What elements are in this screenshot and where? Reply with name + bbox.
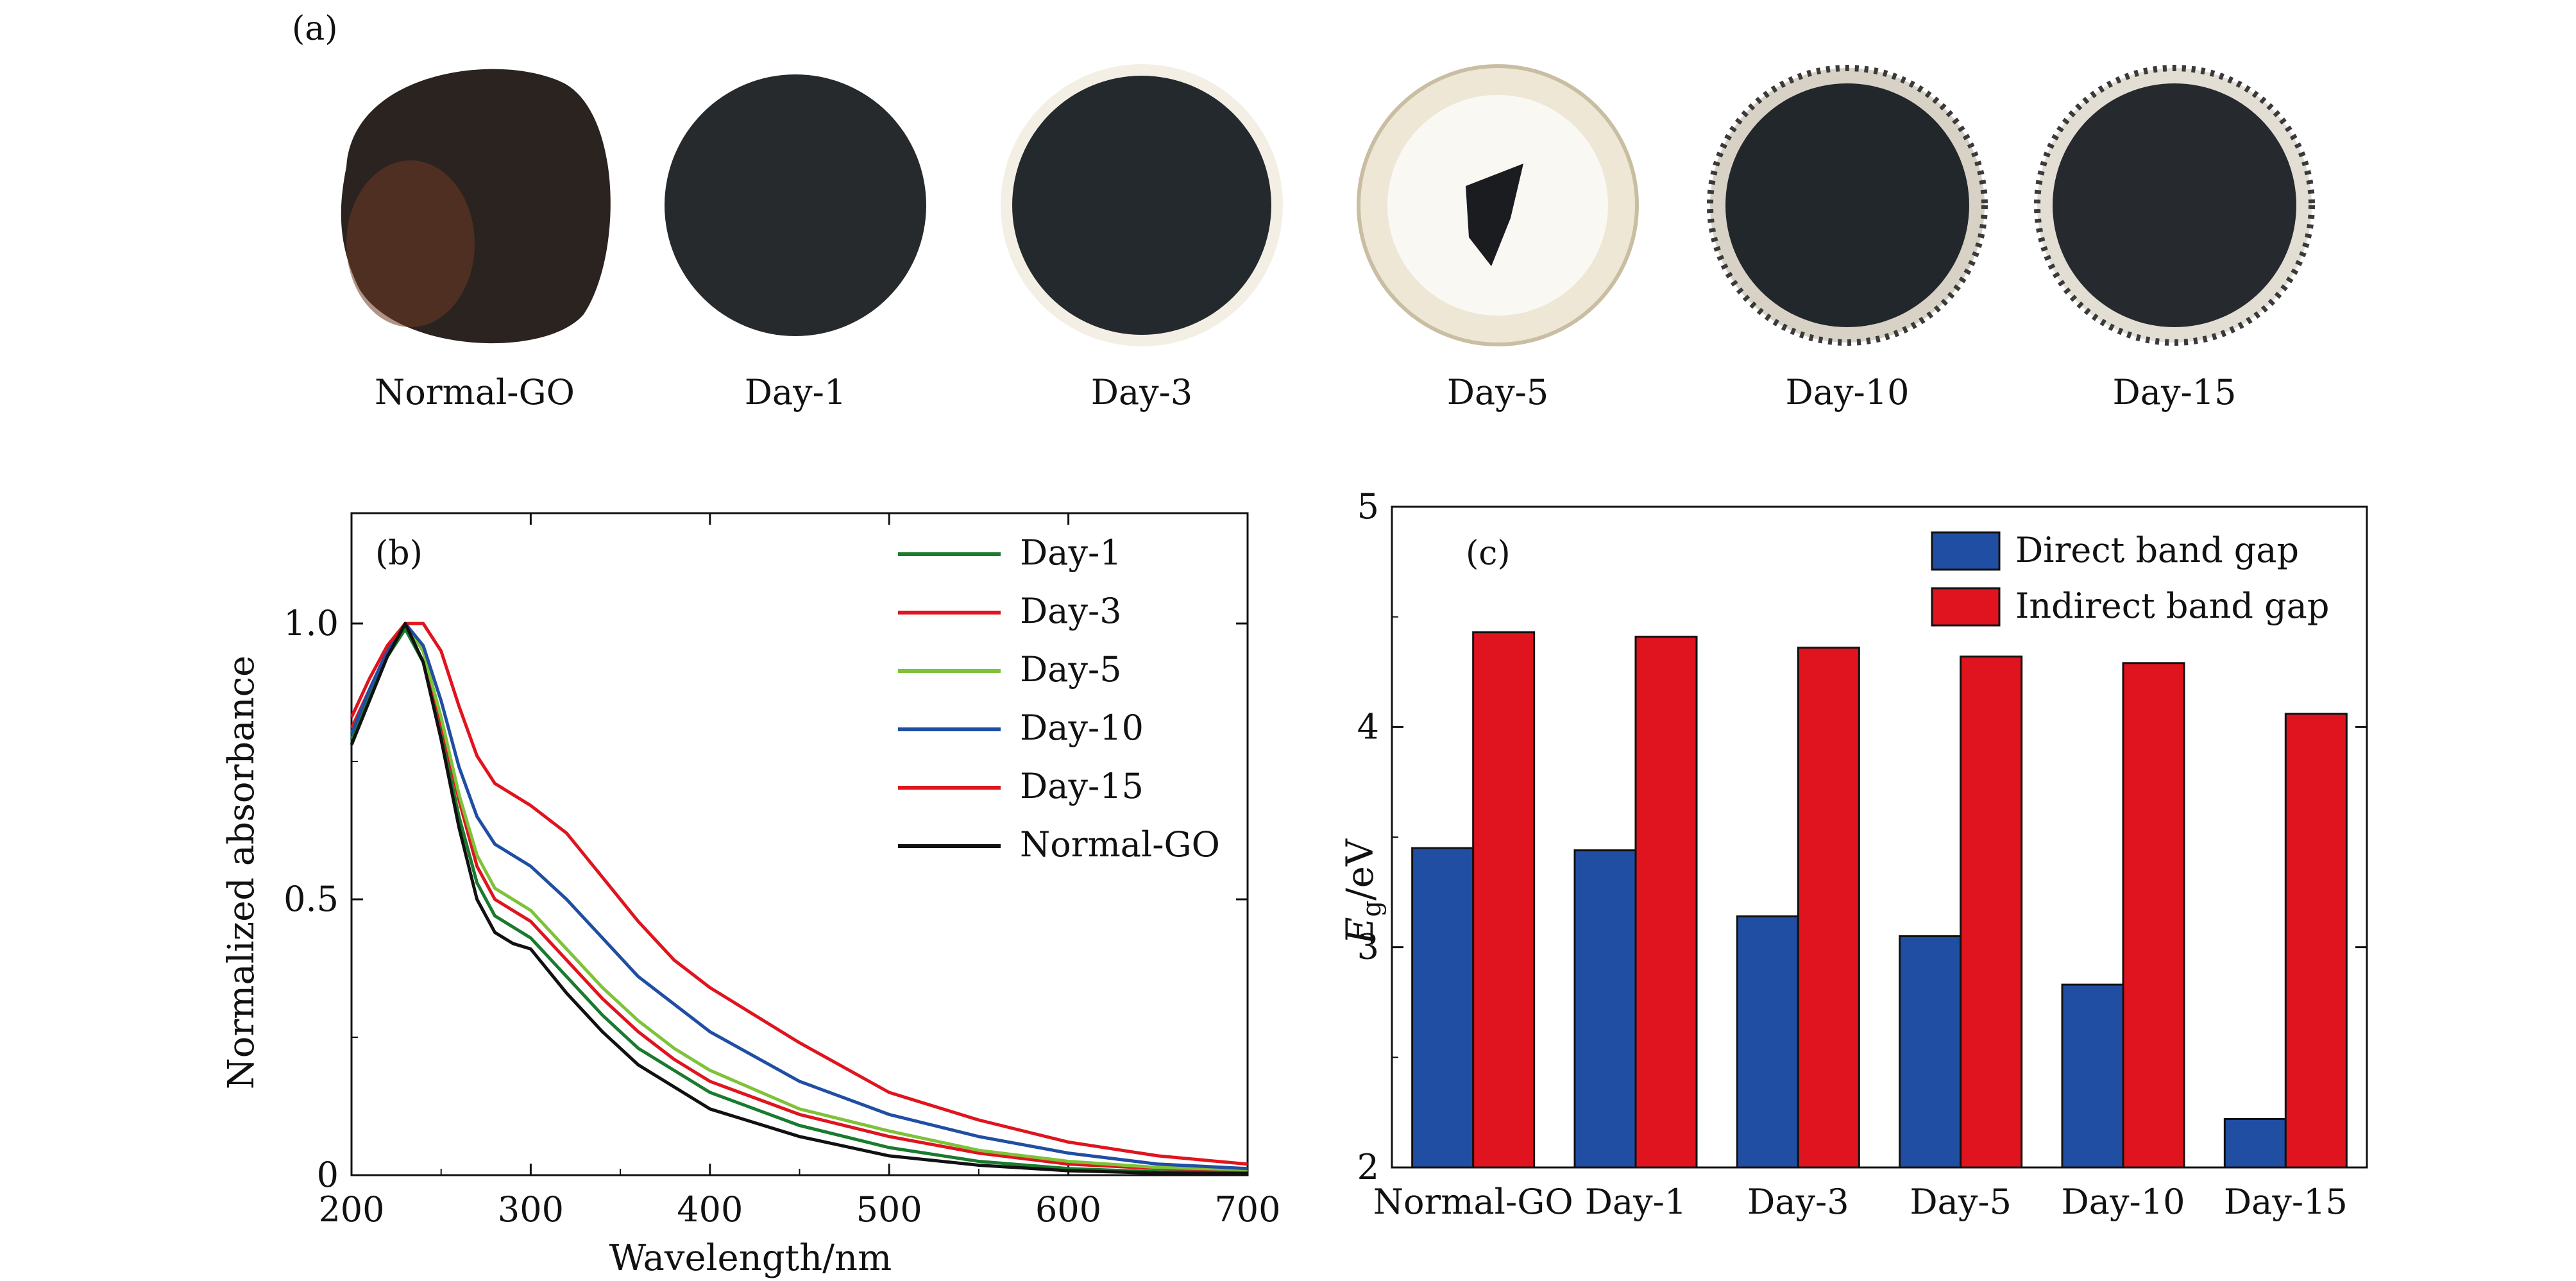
sample-disc xyxy=(2053,83,2296,327)
sample-label: Day-1 xyxy=(745,372,847,412)
y-axis-label: Normalized absorbance xyxy=(221,656,262,1089)
legend-label: Day-3 xyxy=(1020,591,1122,631)
y-axis-subscript: g xyxy=(1357,901,1387,917)
bar xyxy=(2122,662,2185,1169)
x-tick-label: Day-5 xyxy=(1910,1182,2012,1222)
sample-label: Day-5 xyxy=(1447,372,1549,412)
series-line xyxy=(350,622,1248,1171)
sample-label: Day-3 xyxy=(1091,372,1193,412)
x-tick-label: Normal-GO xyxy=(1373,1182,1573,1222)
bar xyxy=(1573,849,1637,1169)
x-tick-label: 500 xyxy=(856,1189,922,1230)
sample-label: Normal-GO xyxy=(375,372,575,412)
sample-fragment xyxy=(1466,164,1523,266)
x-tick-label: Day-15 xyxy=(2224,1182,2348,1222)
bar xyxy=(1472,631,1536,1169)
legend-swatch xyxy=(1931,531,2001,571)
y-tick-label: 3 xyxy=(1357,927,1379,967)
y-axis-label-c: Eg/eV xyxy=(1338,838,1387,945)
sample-disc xyxy=(1725,83,1969,327)
legend-label: Indirect band gap xyxy=(2015,586,2329,626)
legend-label: Day-5 xyxy=(1020,649,1122,690)
series-line xyxy=(350,622,1248,1166)
legend-label: Normal-GO xyxy=(1020,824,1220,865)
sample-photo: Day-10 xyxy=(1707,65,1988,412)
bar xyxy=(1736,915,1799,1169)
legend-swatch xyxy=(1931,587,2001,627)
legend-label: Day-1 xyxy=(1020,532,1122,573)
sample-disc xyxy=(665,74,926,336)
bar xyxy=(2061,983,2124,1169)
panel-a-label: (a) xyxy=(292,10,338,48)
sample-photo: Day-3 xyxy=(1001,64,1283,412)
x-tick-label: Day-1 xyxy=(1585,1182,1687,1222)
x-tick-label: 300 xyxy=(498,1189,564,1230)
panel-c-bar-chart: 2 3 4 5 Normal-GO Day-1 Day-3 Day-5 Day-10 Day-15… xyxy=(1338,486,2368,1222)
y-tick-label: 1.0 xyxy=(284,603,339,643)
legend-label: Day-10 xyxy=(1020,708,1144,748)
sample-label: Day-15 xyxy=(2113,372,2237,412)
x-tick-label: 400 xyxy=(677,1189,743,1230)
y-axis-symbol: E xyxy=(1338,917,1382,945)
sample-disc xyxy=(1012,76,1271,335)
bar xyxy=(1899,935,1962,1169)
bar xyxy=(1411,847,1475,1169)
y-tick-label: 2 xyxy=(1357,1147,1379,1187)
panel-b-line-chart: 200 300 400 500 600 700 0 0.5 1.0 Day-1 Day-3 Day-5… xyxy=(221,512,1281,1279)
sample-photo: Normal-GO xyxy=(341,69,611,412)
y-tick-label: 0.5 xyxy=(284,879,339,919)
sample-tint xyxy=(346,160,475,327)
x-tick-label: 200 xyxy=(318,1189,384,1230)
sample-label: Day-10 xyxy=(1786,372,1910,412)
bar xyxy=(1634,636,1698,1169)
sample-photo: Day-15 xyxy=(2034,65,2315,412)
bar xyxy=(2223,1117,2287,1169)
sample-photos: Normal-GO Day-1 Day-3 Day-5 Day-10 Day-15 xyxy=(341,64,2315,412)
x-tick-label: Day-3 xyxy=(1747,1182,1849,1222)
y-tick-label: 5 xyxy=(1357,486,1379,527)
legend-label: Direct band gap xyxy=(2015,530,2299,570)
sample-photo: Day-1 xyxy=(665,74,926,412)
legend-label: Day-15 xyxy=(1020,766,1144,806)
x-tick-label: Day-10 xyxy=(2062,1182,2185,1222)
bar xyxy=(2284,713,2348,1169)
bar xyxy=(1797,647,1860,1169)
y-axis-unit: /eV xyxy=(1338,838,1382,901)
panel-c-label: (c) xyxy=(1466,534,1511,573)
series-line xyxy=(350,622,1248,1175)
bar xyxy=(1960,655,2023,1169)
x-tick-label: 600 xyxy=(1035,1189,1101,1230)
x-tick-label: 700 xyxy=(1214,1189,1280,1230)
sample-photo: Day-5 xyxy=(1357,64,1639,412)
series-line xyxy=(350,622,1248,1171)
x-axis-label: Wavelength/nm xyxy=(609,1237,892,1279)
panel-a-photos: (a) Normal-GO Day-1 Day-3 Day-5 Day-10 Day-15 xyxy=(292,10,2315,412)
y-tick-label: 0 xyxy=(317,1155,339,1195)
panel-b-label: (b) xyxy=(375,534,423,573)
y-tick-label: 4 xyxy=(1357,706,1379,747)
